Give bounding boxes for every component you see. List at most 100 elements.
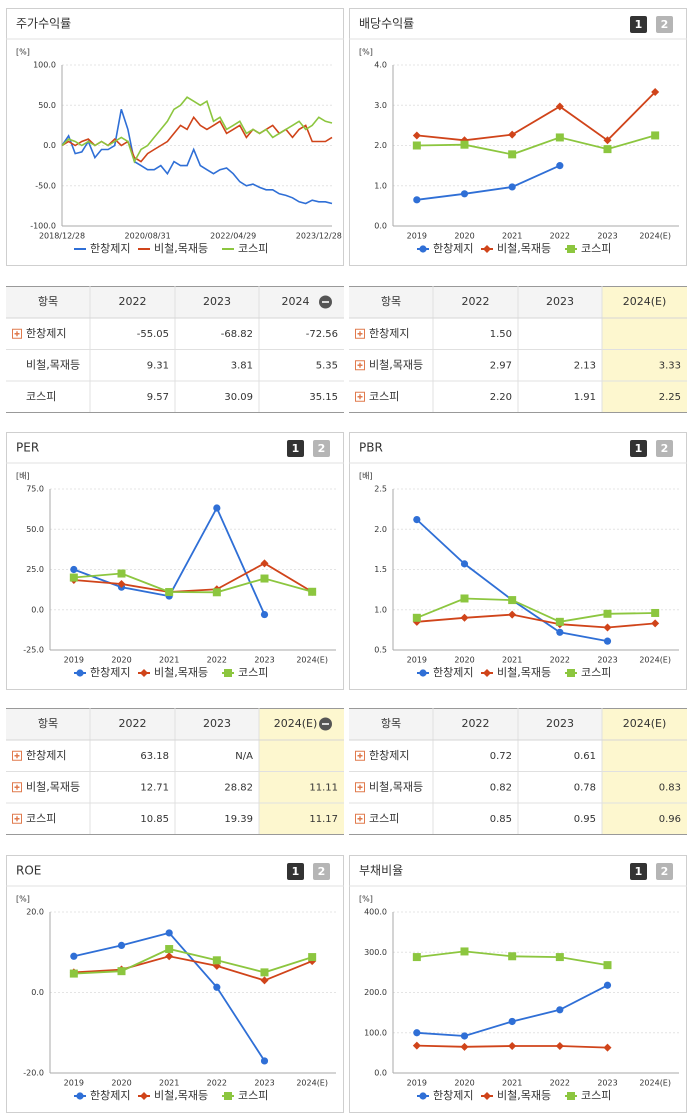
page-button-label[interactable]: 1 bbox=[292, 865, 300, 878]
table-header-cell: 2022 bbox=[119, 295, 147, 308]
row-label: 코스피 bbox=[26, 812, 56, 825]
point bbox=[412, 131, 421, 140]
x-tick-label: 2023 bbox=[597, 656, 617, 665]
page-button-label[interactable]: 1 bbox=[635, 442, 643, 455]
legend-marker bbox=[419, 669, 427, 677]
point bbox=[260, 976, 269, 985]
page-button[interactable] bbox=[656, 440, 673, 457]
point bbox=[603, 961, 612, 970]
expand-icon[interactable] bbox=[357, 394, 363, 400]
page-button[interactable] bbox=[656, 16, 673, 33]
legend-label: 비철,목재등 bbox=[154, 666, 208, 679]
point bbox=[460, 947, 469, 956]
table-cell: 2.13 bbox=[574, 360, 596, 371]
table-header-cell: 2023 bbox=[203, 295, 231, 308]
x-tick-label: 2019 bbox=[407, 656, 427, 665]
table-header-cell: 항목 bbox=[381, 717, 401, 730]
page-button[interactable] bbox=[313, 863, 330, 880]
point bbox=[508, 130, 517, 139]
x-tick-label: 2023 bbox=[254, 1079, 274, 1088]
series-line bbox=[61, 109, 333, 205]
page-button-label[interactable]: 1 bbox=[292, 442, 300, 455]
legend-label: 비철,목재등 bbox=[497, 666, 551, 679]
point bbox=[555, 133, 564, 142]
legend-label: 비철,목재등 bbox=[497, 1089, 551, 1102]
legend-label: 코스피 bbox=[238, 1089, 268, 1102]
y-tick-label: 1.0 bbox=[374, 181, 387, 190]
point bbox=[508, 1042, 517, 1051]
legend-label: 코스피 bbox=[581, 666, 611, 679]
legend-label: 비철,목재등 bbox=[154, 1089, 208, 1102]
page-button[interactable] bbox=[630, 16, 647, 33]
legend-marker bbox=[224, 1092, 232, 1100]
expand-icon[interactable] bbox=[357, 362, 363, 368]
page-button-label[interactable]: 2 bbox=[318, 865, 326, 878]
point bbox=[460, 140, 469, 149]
point bbox=[212, 956, 221, 965]
series-line bbox=[73, 572, 313, 594]
y-tick-label: 0.0 bbox=[31, 988, 44, 997]
page-button[interactable] bbox=[630, 440, 647, 457]
page-button-label[interactable]: 1 bbox=[635, 865, 643, 878]
row-label: 코스피 bbox=[26, 390, 56, 403]
point bbox=[508, 610, 517, 619]
x-tick-label: 2022/04/29 bbox=[210, 232, 256, 241]
x-tick-label: 2020 bbox=[454, 232, 474, 241]
y-tick-label: 50.0 bbox=[38, 101, 56, 110]
table-header-cell: 2022 bbox=[119, 717, 147, 730]
expand-icon[interactable] bbox=[14, 331, 20, 337]
expand-icon[interactable] bbox=[14, 753, 20, 759]
expand-icon[interactable] bbox=[357, 331, 363, 337]
page-button-label[interactable]: 2 bbox=[661, 18, 669, 31]
legend-label: 한창제지 bbox=[433, 242, 473, 255]
point bbox=[556, 1006, 564, 1014]
x-tick-label: 2024(E) bbox=[639, 656, 671, 665]
point bbox=[460, 190, 469, 198]
x-tick-label: 2018/12/28 bbox=[39, 232, 85, 241]
table-cell: -72.56 bbox=[306, 329, 338, 340]
point bbox=[651, 87, 660, 96]
expand-icon[interactable] bbox=[357, 753, 363, 759]
row-label: 한창제지 bbox=[26, 749, 66, 762]
expand-icon[interactable] bbox=[14, 784, 20, 790]
point bbox=[603, 136, 612, 145]
row-label: 한창제지 bbox=[369, 327, 409, 340]
point bbox=[556, 628, 564, 636]
y-tick-label: 100.0 bbox=[364, 1028, 387, 1037]
legend-label: 비철,목재등 bbox=[497, 242, 551, 255]
unit-label: [배] bbox=[16, 472, 30, 481]
expand-icon[interactable] bbox=[357, 784, 363, 790]
page-button-label[interactable]: 2 bbox=[318, 442, 326, 455]
page-button[interactable] bbox=[313, 440, 330, 457]
expand-icon[interactable] bbox=[14, 816, 20, 822]
legend-label: 코스피 bbox=[238, 666, 268, 679]
table-cell: 11.17 bbox=[309, 814, 338, 825]
y-tick-label: 25.0 bbox=[26, 565, 44, 574]
point bbox=[508, 1017, 516, 1026]
table-cell: 0.78 bbox=[574, 782, 596, 793]
page-button[interactable] bbox=[656, 863, 673, 880]
page-button-label[interactable]: 1 bbox=[635, 18, 643, 31]
y-tick-label: 100.0 bbox=[33, 61, 56, 70]
legend-marker bbox=[483, 245, 491, 253]
expand-icon[interactable] bbox=[357, 816, 363, 822]
x-tick-label: 2019 bbox=[407, 1079, 427, 1088]
x-tick-label: 2022 bbox=[207, 656, 227, 665]
page-button[interactable] bbox=[287, 863, 304, 880]
table-cell: 0.61 bbox=[574, 751, 596, 762]
legend-label: 한창제지 bbox=[90, 242, 130, 255]
table-cell: 30.09 bbox=[224, 392, 253, 403]
page-button-label[interactable]: 2 bbox=[661, 442, 669, 455]
y-tick-label: -50.0 bbox=[35, 181, 56, 190]
page-button-label[interactable]: 2 bbox=[661, 865, 669, 878]
point bbox=[412, 613, 421, 622]
page-button[interactable] bbox=[287, 440, 304, 457]
point bbox=[260, 1057, 269, 1065]
legend-marker bbox=[483, 669, 491, 677]
table-header-cell: 2024 bbox=[282, 295, 310, 308]
row-label: 비철,목재등 bbox=[369, 358, 423, 371]
y-tick-label: 0.0 bbox=[43, 141, 56, 150]
y-tick-label: 1.5 bbox=[374, 565, 387, 574]
page-button[interactable] bbox=[630, 863, 647, 880]
table-header-cell: 항목 bbox=[38, 295, 58, 308]
